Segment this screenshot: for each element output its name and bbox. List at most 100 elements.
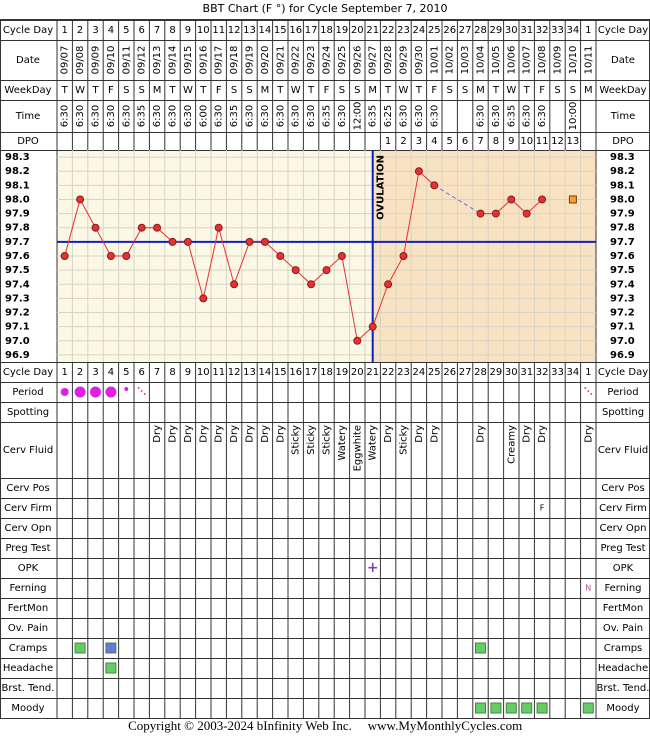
time: 6:35 — [322, 105, 333, 127]
weekday: M — [368, 85, 377, 96]
date: 09/15 — [183, 46, 194, 75]
cramps-mark — [74, 642, 86, 654]
weekday: S — [231, 85, 237, 96]
cerv-fluid: Dry — [383, 425, 394, 443]
cycle-day: 28 — [474, 25, 487, 36]
temp-point — [538, 195, 547, 204]
time: 6:30 — [414, 105, 425, 127]
cycle-day: 13 — [243, 367, 256, 378]
cycle-day: 1 — [585, 25, 591, 36]
weekday: F — [431, 85, 437, 96]
temp-point — [414, 167, 423, 176]
time: 6:30 — [399, 105, 410, 127]
cycle-day: 21 — [366, 25, 379, 36]
weekday: S — [554, 85, 560, 96]
cycle-day: 20 — [351, 367, 364, 378]
time: 12:00 — [352, 102, 363, 131]
weekday: M — [261, 85, 270, 96]
time: 6:30 — [337, 105, 348, 127]
weekday: M — [153, 85, 162, 96]
time: 6:30 — [245, 105, 256, 127]
row-label: Cramps — [604, 643, 643, 654]
cerv-fluid: Dry — [214, 425, 225, 443]
y-tick-label: 97.8 — [610, 223, 635, 234]
weekday: S — [339, 85, 345, 96]
y-tick-label: 97.6 — [610, 251, 635, 262]
cerv-fluid: Watery — [368, 425, 379, 461]
time: 6:30 — [168, 105, 179, 127]
weekday: S — [139, 85, 145, 96]
temp-point — [91, 223, 100, 232]
row-label: Cramps — [9, 643, 48, 654]
date: 09/12 — [137, 46, 148, 75]
cycle-day: 29 — [490, 25, 503, 36]
date: 09/10 — [106, 46, 117, 75]
cerv-fluid: Dry — [522, 425, 533, 443]
weekday: T — [492, 85, 500, 96]
row-label: Cycle Day — [3, 367, 53, 378]
y-tick-label: 97.7 — [610, 237, 635, 248]
temp-point — [76, 195, 85, 204]
cycle-day: 29 — [490, 367, 503, 378]
cycle-day: 20 — [351, 25, 364, 36]
y-tick-label: 97.3 — [5, 293, 30, 304]
time: 6:30 — [429, 105, 440, 127]
weekday: S — [570, 85, 576, 96]
cycle-day: 19 — [336, 25, 349, 36]
weekday: T — [307, 85, 315, 96]
date: 09/21 — [275, 46, 286, 75]
ovulation-label: OVULATION — [376, 155, 387, 220]
cycle-day: 12 — [228, 25, 241, 36]
cycle-day: 1 — [62, 367, 68, 378]
weekday: F — [216, 85, 222, 96]
dpo: 6 — [462, 136, 468, 147]
date: 09/14 — [168, 46, 179, 75]
cycle-day: 31 — [520, 25, 533, 36]
cycle-day: 22 — [382, 367, 395, 378]
cycle-day: 2 — [77, 367, 83, 378]
time: 6:30 — [522, 105, 533, 127]
dpo: 13 — [567, 136, 580, 147]
period-spotting — [584, 387, 587, 389]
date: 09/26 — [352, 46, 363, 75]
time: 6:30 — [491, 105, 502, 127]
y-tick-label: 97.5 — [610, 265, 635, 276]
weekday: T — [61, 85, 69, 96]
time: 6:30 — [214, 105, 225, 127]
period-spotting — [143, 393, 146, 395]
row-label: Time — [15, 111, 40, 122]
y-tick-label: 97.4 — [5, 279, 30, 290]
y-tick-label: 98.3 — [5, 152, 30, 163]
site-url[interactable]: www.MyMonthlyCycles.com — [368, 718, 522, 733]
cycle-day: 23 — [397, 367, 410, 378]
row-label: Ov. Pain — [603, 623, 643, 634]
date: 09/07 — [60, 46, 71, 75]
cerv-fluid: Dry — [275, 425, 286, 443]
date: 10/02 — [445, 46, 456, 75]
date: 10/08 — [537, 46, 548, 75]
period-spotting — [587, 390, 590, 392]
weekday: T — [199, 85, 207, 96]
weekday: S — [123, 85, 129, 96]
cycle-day: 14 — [259, 25, 272, 36]
row-label: Moody — [11, 703, 44, 714]
date: 10/05 — [491, 46, 502, 75]
weekday: W — [75, 85, 85, 96]
period-spotting — [137, 387, 140, 389]
cycle-day: 26 — [443, 25, 456, 36]
time: 6:30 — [106, 105, 117, 127]
row-label: Time — [610, 111, 635, 122]
dpo: 11 — [536, 136, 549, 147]
dpo: 9 — [508, 136, 514, 147]
weekday: F — [539, 85, 545, 96]
temp-point — [307, 280, 316, 289]
cycle-day: 32 — [536, 25, 549, 36]
temp-point — [291, 266, 300, 275]
discarded-point — [568, 195, 577, 204]
cycle-day: 8 — [169, 25, 175, 36]
moody-mark — [536, 702, 548, 714]
cycle-day: 30 — [505, 25, 518, 36]
date: 09/16 — [198, 46, 209, 75]
cycle-day: 7 — [154, 25, 160, 36]
date: 09/25 — [337, 46, 348, 75]
